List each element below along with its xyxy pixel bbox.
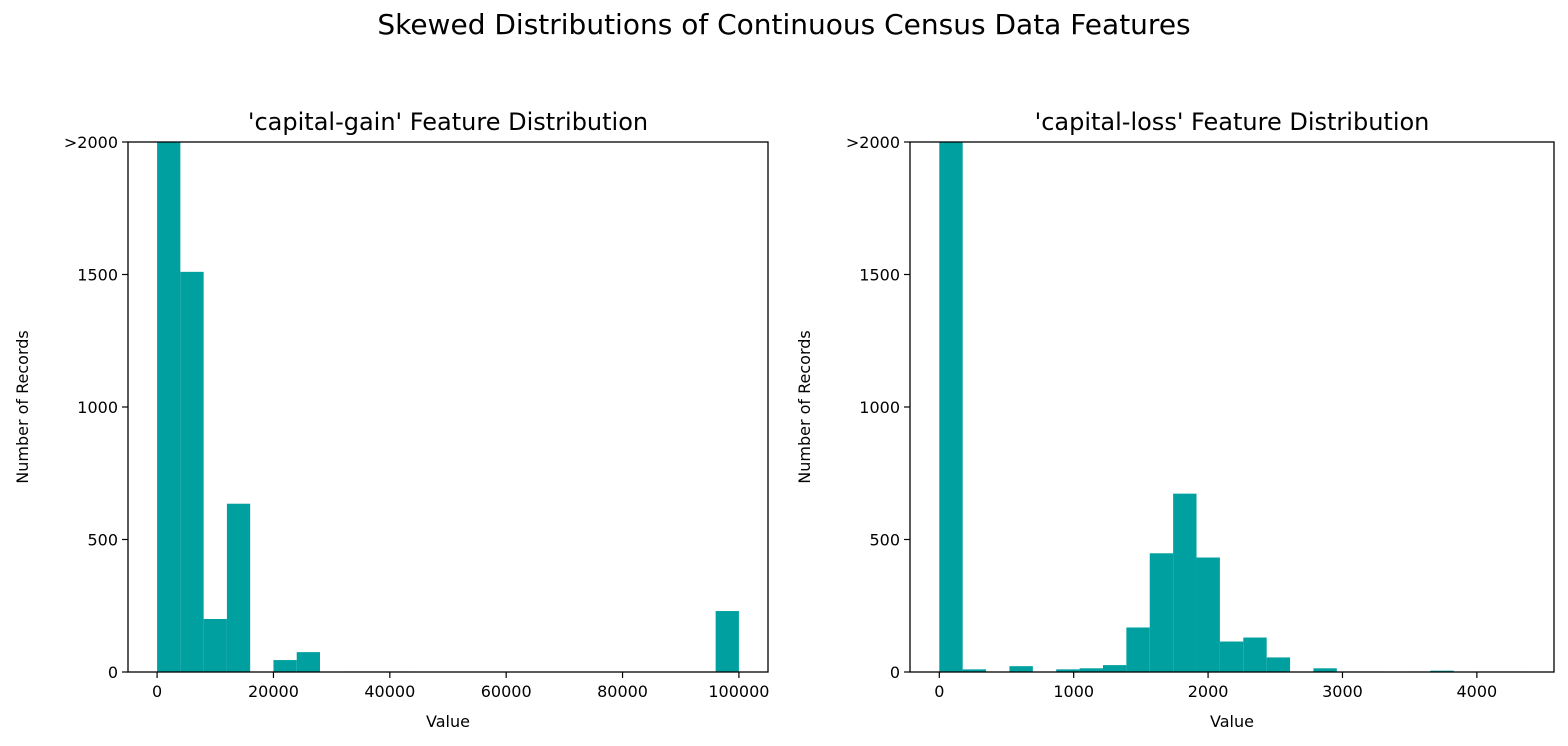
capital-loss-bar-20 (1430, 670, 1454, 672)
capital-gain-ylabel: Number of Records (13, 330, 32, 483)
capital-loss-bar-7 (1102, 665, 1127, 672)
capital-loss-bar-5 (1056, 669, 1080, 672)
capital-gain-ytick-label-0: 0 (108, 663, 118, 682)
capital-loss-bar-3 (1009, 666, 1033, 672)
capital-loss-xtick-label-1: 1000 (1053, 682, 1094, 701)
capital-gain-title: 'capital-gain' Feature Distribution (248, 108, 648, 136)
capital-loss-bar-16 (1313, 668, 1337, 672)
capital-loss-ytick-label-1: 500 (869, 531, 900, 550)
capital-loss-bar-10 (1173, 493, 1197, 672)
capital-gain-xtick-label-4: 80000 (597, 682, 648, 701)
figure-title: Skewed Distributions of Continuous Censu… (377, 8, 1191, 41)
capital-loss-ytick-label-3: 1500 (859, 266, 900, 285)
capital-loss-axes-frame (909, 141, 1555, 673)
capital-loss-ytick-label-4: >2000 (846, 133, 900, 152)
capital-loss-xtick-label-2: 2000 (1188, 682, 1229, 701)
capital-loss-bar-12 (1219, 641, 1244, 672)
capital-loss-ytick-label-2: 1000 (859, 398, 900, 417)
capital-loss-ytick-label-0: 0 (890, 663, 900, 682)
capital-gain-bar-1 (180, 271, 204, 672)
capital-gain-xtick-label-0: 0 (152, 682, 162, 701)
capital-loss-xtick-label-0: 0 (934, 682, 944, 701)
capital-gain-bar-11 (715, 611, 739, 672)
capital-loss-xtick-label-3: 3000 (1322, 682, 1363, 701)
capital-gain-bar-3 (226, 503, 251, 672)
capital-loss-xlabel: Value (1210, 712, 1254, 731)
capital-gain-ytick-label-1: 500 (87, 531, 118, 550)
capital-gain-bar-6 (296, 652, 320, 672)
capital-gain-ytick-label-4: >2000 (64, 133, 118, 152)
capital-gain-bar-2 (203, 619, 227, 672)
capital-loss-bar-8 (1126, 627, 1150, 672)
capital-gain-plot: 0 500 1000 1500 >2000 0 20000 40000 60000 80000 10… (13, 108, 769, 731)
capital-loss-bar-14 (1266, 657, 1291, 672)
capital-loss-ylabel: Number of Records (795, 330, 814, 483)
capital-loss-plot: 0 500 1000 1500 >2000 0 1000 2000 3000 4000 'capit… (795, 108, 1555, 731)
capital-loss-bar-11 (1196, 557, 1220, 672)
capital-loss-bar-6 (1079, 668, 1103, 672)
capital-gain-xlabel: Value (426, 712, 470, 731)
capital-gain-ytick-label-3: 1500 (77, 266, 118, 285)
capital-loss-bar-13 (1243, 637, 1267, 672)
capital-gain-xtick-label-3: 60000 (481, 682, 532, 701)
capital-gain-axes-frame (127, 141, 769, 673)
capital-loss-bar-1 (962, 669, 987, 672)
capital-gain-xtick-label-1: 20000 (248, 682, 299, 701)
capital-loss-title: 'capital-loss' Feature Distribution (1035, 108, 1430, 136)
capital-gain-xtick-label-2: 40000 (364, 682, 415, 701)
capital-gain-xtick-label-5: 100000 (708, 682, 769, 701)
capital-loss-xtick-label-4: 4000 (1457, 682, 1498, 701)
capital-gain-bar-5 (273, 660, 297, 672)
capital-loss-bar-0 (939, 142, 963, 672)
capital-gain-bar-0 (157, 142, 181, 672)
capital-gain-ytick-label-2: 1000 (77, 398, 118, 417)
capital-loss-bar-9 (1149, 553, 1174, 672)
